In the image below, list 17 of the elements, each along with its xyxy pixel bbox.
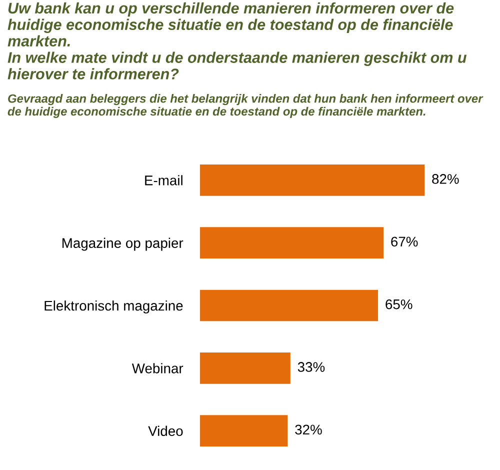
data-label: 82%: [432, 174, 459, 184]
y-tick-label: Webinar: [132, 363, 184, 374]
y-tick-label: Elektronisch magazine: [44, 300, 183, 314]
bar: [200, 352, 290, 384]
y-tick-label: Magazine op papier: [62, 238, 184, 251]
data-label: 65%: [386, 299, 412, 310]
data-label: 32%: [295, 424, 322, 435]
data-label: 67%: [391, 236, 418, 247]
bar: [200, 290, 378, 322]
bar: [200, 227, 384, 258]
y-tick-label: E-mail: [145, 175, 182, 186]
data-label: 33%: [298, 362, 325, 372]
chart-subtitle: Gevraagd aan beleggers die het belangrijk vinden dat hun bank hen informeert over de huidige economische situatie en de toestand op de financiële markten.: [8, 94, 484, 118]
bar: [200, 415, 288, 446]
y-tick-label: Video: [148, 426, 183, 436]
bar: [200, 164, 425, 196]
chart-title: Uw bank kan u op verschillende manieren informeren over de huidige economische situatie en de toestand op de financiële markten. In welke mate vindt u de onderstaande manieren geschikt om u hierover te informeren?: [8, 2, 467, 80]
